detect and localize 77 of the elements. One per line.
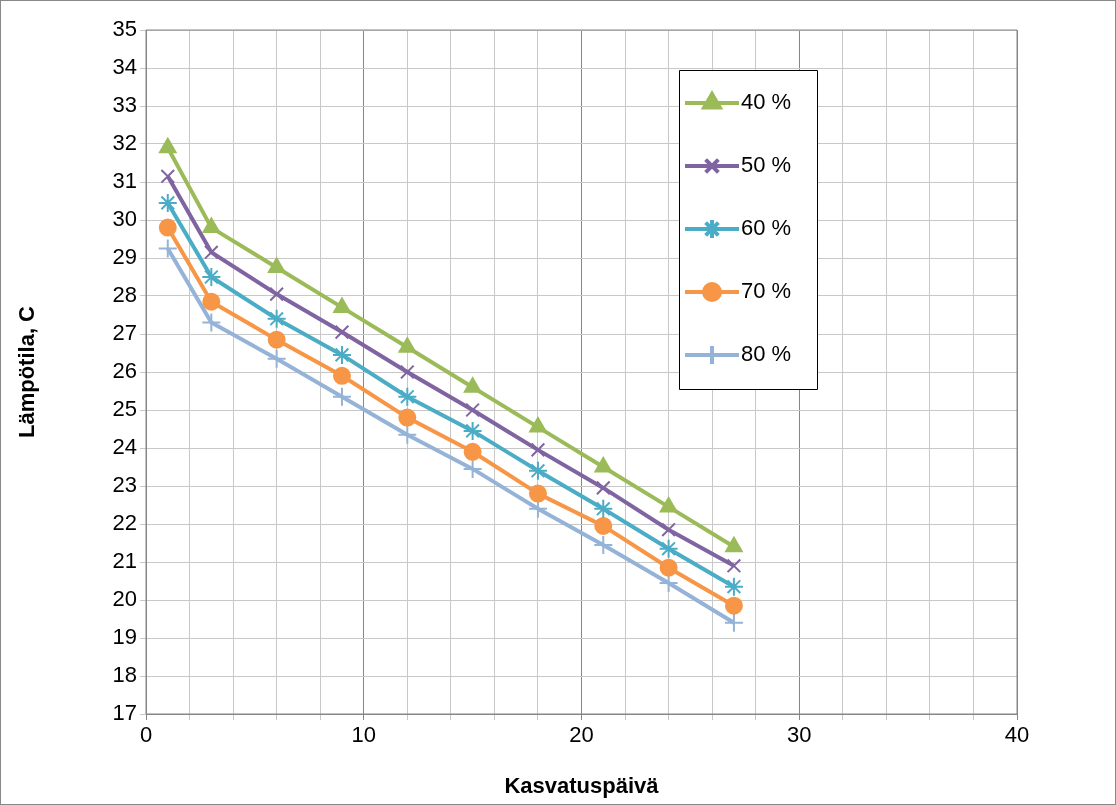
point xyxy=(595,480,611,496)
y-tick-label: 29 xyxy=(112,244,137,270)
y-axis-title: Lämpötila, C xyxy=(14,305,40,439)
point xyxy=(397,424,418,445)
point xyxy=(201,267,222,287)
x-axis-title: Kasvatuspäivä xyxy=(504,772,660,798)
point xyxy=(398,337,417,353)
legend-label: 80 % xyxy=(741,341,792,367)
point xyxy=(160,168,176,184)
y-tick-label: 21 xyxy=(112,548,137,574)
y-tick-label: 30 xyxy=(112,206,137,232)
y-tick-label: 17 xyxy=(112,700,137,726)
point xyxy=(462,458,483,479)
x-tick-label: 30 xyxy=(787,722,812,748)
point xyxy=(157,238,178,259)
point xyxy=(399,364,415,380)
point xyxy=(527,460,548,481)
point xyxy=(266,308,287,329)
point xyxy=(658,538,679,559)
point xyxy=(266,348,287,369)
point xyxy=(267,330,286,349)
point xyxy=(397,386,418,407)
y-tick-label: 25 xyxy=(112,396,137,422)
point xyxy=(530,442,546,458)
y-tick-label: 34 xyxy=(112,54,137,80)
point xyxy=(269,286,285,302)
point xyxy=(202,292,221,311)
point xyxy=(593,534,614,555)
point xyxy=(334,324,350,340)
legend-label: 40 % xyxy=(741,89,792,115)
y-tick-label: 33 xyxy=(112,92,137,118)
point xyxy=(331,386,352,407)
point xyxy=(463,442,482,461)
y-tick-label: 26 xyxy=(112,358,137,384)
point xyxy=(157,192,178,213)
point xyxy=(462,420,483,441)
point xyxy=(332,366,351,385)
legend-label: 60 % xyxy=(741,215,792,241)
point xyxy=(201,312,222,333)
y-tick-label: 31 xyxy=(112,168,137,194)
y-tick-label: 20 xyxy=(112,586,137,612)
point xyxy=(203,244,219,260)
point xyxy=(158,137,177,154)
point xyxy=(593,498,614,519)
point xyxy=(659,558,678,577)
point xyxy=(465,402,480,418)
y-tick-label: 23 xyxy=(112,472,137,498)
point xyxy=(463,377,482,393)
point xyxy=(661,522,676,538)
point xyxy=(528,484,547,503)
y-tick-label: 32 xyxy=(112,130,137,156)
point xyxy=(202,217,221,234)
point xyxy=(158,218,177,237)
y-tick-label: 35 xyxy=(112,16,137,42)
y-tick-label: 18 xyxy=(112,662,137,688)
point xyxy=(594,457,613,473)
legend-label: 50 % xyxy=(741,152,792,178)
x-tick-label: 40 xyxy=(1004,722,1030,748)
point xyxy=(723,576,744,597)
point xyxy=(724,596,743,615)
point xyxy=(723,612,744,633)
y-tick-label: 22 xyxy=(112,510,137,536)
point xyxy=(726,558,742,574)
point xyxy=(333,297,351,313)
point xyxy=(529,417,547,433)
point xyxy=(594,516,613,535)
point xyxy=(398,408,417,427)
legend-label: 70 % xyxy=(741,278,792,304)
point xyxy=(267,257,286,273)
point xyxy=(331,344,352,365)
y-tick-label: 19 xyxy=(112,624,137,650)
y-tick-label: 24 xyxy=(112,434,137,460)
x-tick-label: 0 xyxy=(139,722,153,748)
y-tick-label: 27 xyxy=(112,320,137,346)
x-tick-label: 20 xyxy=(569,722,594,748)
y-tick-label: 28 xyxy=(112,282,137,308)
x-tick-label: 10 xyxy=(351,722,376,748)
